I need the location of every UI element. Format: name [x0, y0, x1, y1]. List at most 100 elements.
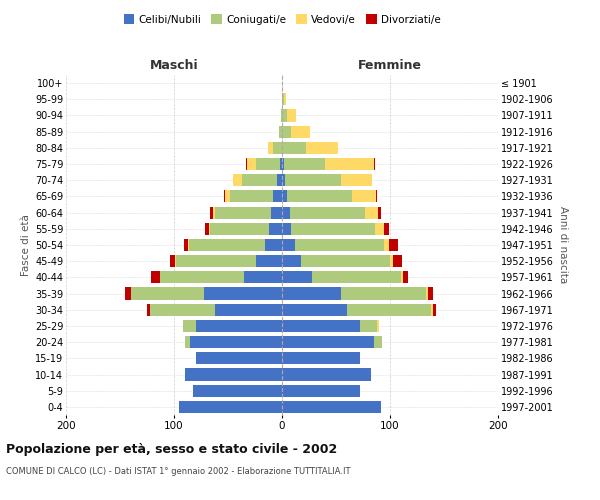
Bar	[265, 239, 282, 251]
Bar	[375, 222, 383, 235]
Bar	[185, 336, 190, 348]
Bar	[433, 304, 436, 316]
Bar	[184, 239, 188, 251]
Bar	[403, 272, 409, 283]
Bar	[290, 206, 365, 218]
Bar	[230, 190, 274, 202]
Bar	[282, 190, 287, 202]
Bar	[215, 206, 271, 218]
Bar	[268, 142, 274, 154]
Bar	[365, 206, 378, 218]
Bar	[247, 158, 256, 170]
Bar	[205, 222, 209, 235]
Bar	[271, 206, 282, 218]
Bar	[185, 368, 282, 380]
Bar	[282, 206, 290, 218]
Bar	[282, 304, 347, 316]
Text: Popolazione per età, sesso e stato civile - 2002: Popolazione per età, sesso e stato civil…	[6, 442, 337, 456]
Bar	[224, 190, 225, 202]
Bar	[282, 239, 295, 251]
Bar	[383, 239, 389, 251]
Bar	[282, 126, 290, 138]
Text: Femmine: Femmine	[358, 59, 422, 72]
Bar	[374, 336, 382, 348]
Bar	[196, 320, 282, 332]
Bar	[282, 352, 360, 364]
Bar	[176, 255, 256, 268]
Bar	[425, 288, 428, 300]
Legend: Celibi/Nubili, Coniugati/e, Vedovi/e, Divorziati/e: Celibi/Nubili, Coniugati/e, Vedovi/e, Di…	[119, 10, 445, 29]
Bar	[347, 304, 431, 316]
Bar	[282, 222, 290, 235]
Bar	[282, 320, 360, 332]
Bar	[193, 384, 282, 397]
Bar	[213, 206, 215, 218]
Bar	[376, 190, 377, 202]
Bar	[160, 272, 244, 283]
Bar	[290, 222, 375, 235]
Bar	[233, 174, 242, 186]
Bar	[282, 93, 284, 106]
Bar	[287, 190, 352, 202]
Bar	[393, 255, 402, 268]
Bar	[401, 272, 403, 283]
Text: Maschi: Maschi	[149, 59, 199, 72]
Bar	[125, 288, 131, 300]
Bar	[131, 288, 204, 300]
Bar	[282, 368, 371, 380]
Y-axis label: Fasce di età: Fasce di età	[20, 214, 31, 276]
Bar	[189, 239, 265, 251]
Bar	[269, 222, 282, 235]
Bar	[151, 272, 160, 283]
Bar	[285, 174, 341, 186]
Bar	[242, 174, 277, 186]
Bar	[287, 110, 296, 122]
Bar	[274, 142, 282, 154]
Bar	[215, 304, 282, 316]
Bar	[282, 336, 374, 348]
Bar	[281, 110, 282, 122]
Bar	[383, 222, 389, 235]
Bar	[256, 255, 282, 268]
Bar	[282, 401, 382, 413]
Bar	[256, 158, 280, 170]
Bar	[179, 401, 282, 413]
Bar	[170, 255, 175, 268]
Bar	[390, 255, 393, 268]
Bar	[312, 272, 401, 283]
Bar	[431, 304, 433, 316]
Text: COMUNE DI CALCO (LC) - Dati ISTAT 1° gennaio 2002 - Elaborazione TUTTITALIA.IT: COMUNE DI CALCO (LC) - Dati ISTAT 1° gen…	[6, 468, 350, 476]
Bar	[282, 158, 284, 170]
Bar	[284, 93, 286, 106]
Bar	[282, 142, 306, 154]
Bar	[325, 158, 374, 170]
Bar	[290, 126, 310, 138]
Bar	[377, 320, 379, 332]
Bar	[282, 174, 285, 186]
Bar	[277, 174, 282, 186]
Bar	[282, 255, 301, 268]
Bar	[274, 190, 282, 202]
Bar	[244, 272, 282, 283]
Bar	[301, 255, 390, 268]
Bar	[209, 222, 269, 235]
Bar	[282, 384, 360, 397]
Bar	[280, 158, 282, 170]
Bar	[209, 206, 213, 218]
Y-axis label: Anni di nascita: Anni di nascita	[557, 206, 568, 284]
Bar	[295, 239, 383, 251]
Bar	[225, 190, 230, 202]
Bar	[188, 239, 189, 251]
Bar	[378, 206, 382, 218]
Bar	[341, 288, 425, 300]
Bar	[279, 126, 282, 138]
Bar	[341, 174, 371, 186]
Bar	[389, 239, 398, 251]
Bar	[352, 190, 376, 202]
Bar	[204, 288, 282, 300]
Bar	[190, 336, 282, 348]
Bar	[284, 158, 325, 170]
Bar	[428, 288, 433, 300]
Bar	[374, 158, 375, 170]
Bar	[306, 142, 338, 154]
